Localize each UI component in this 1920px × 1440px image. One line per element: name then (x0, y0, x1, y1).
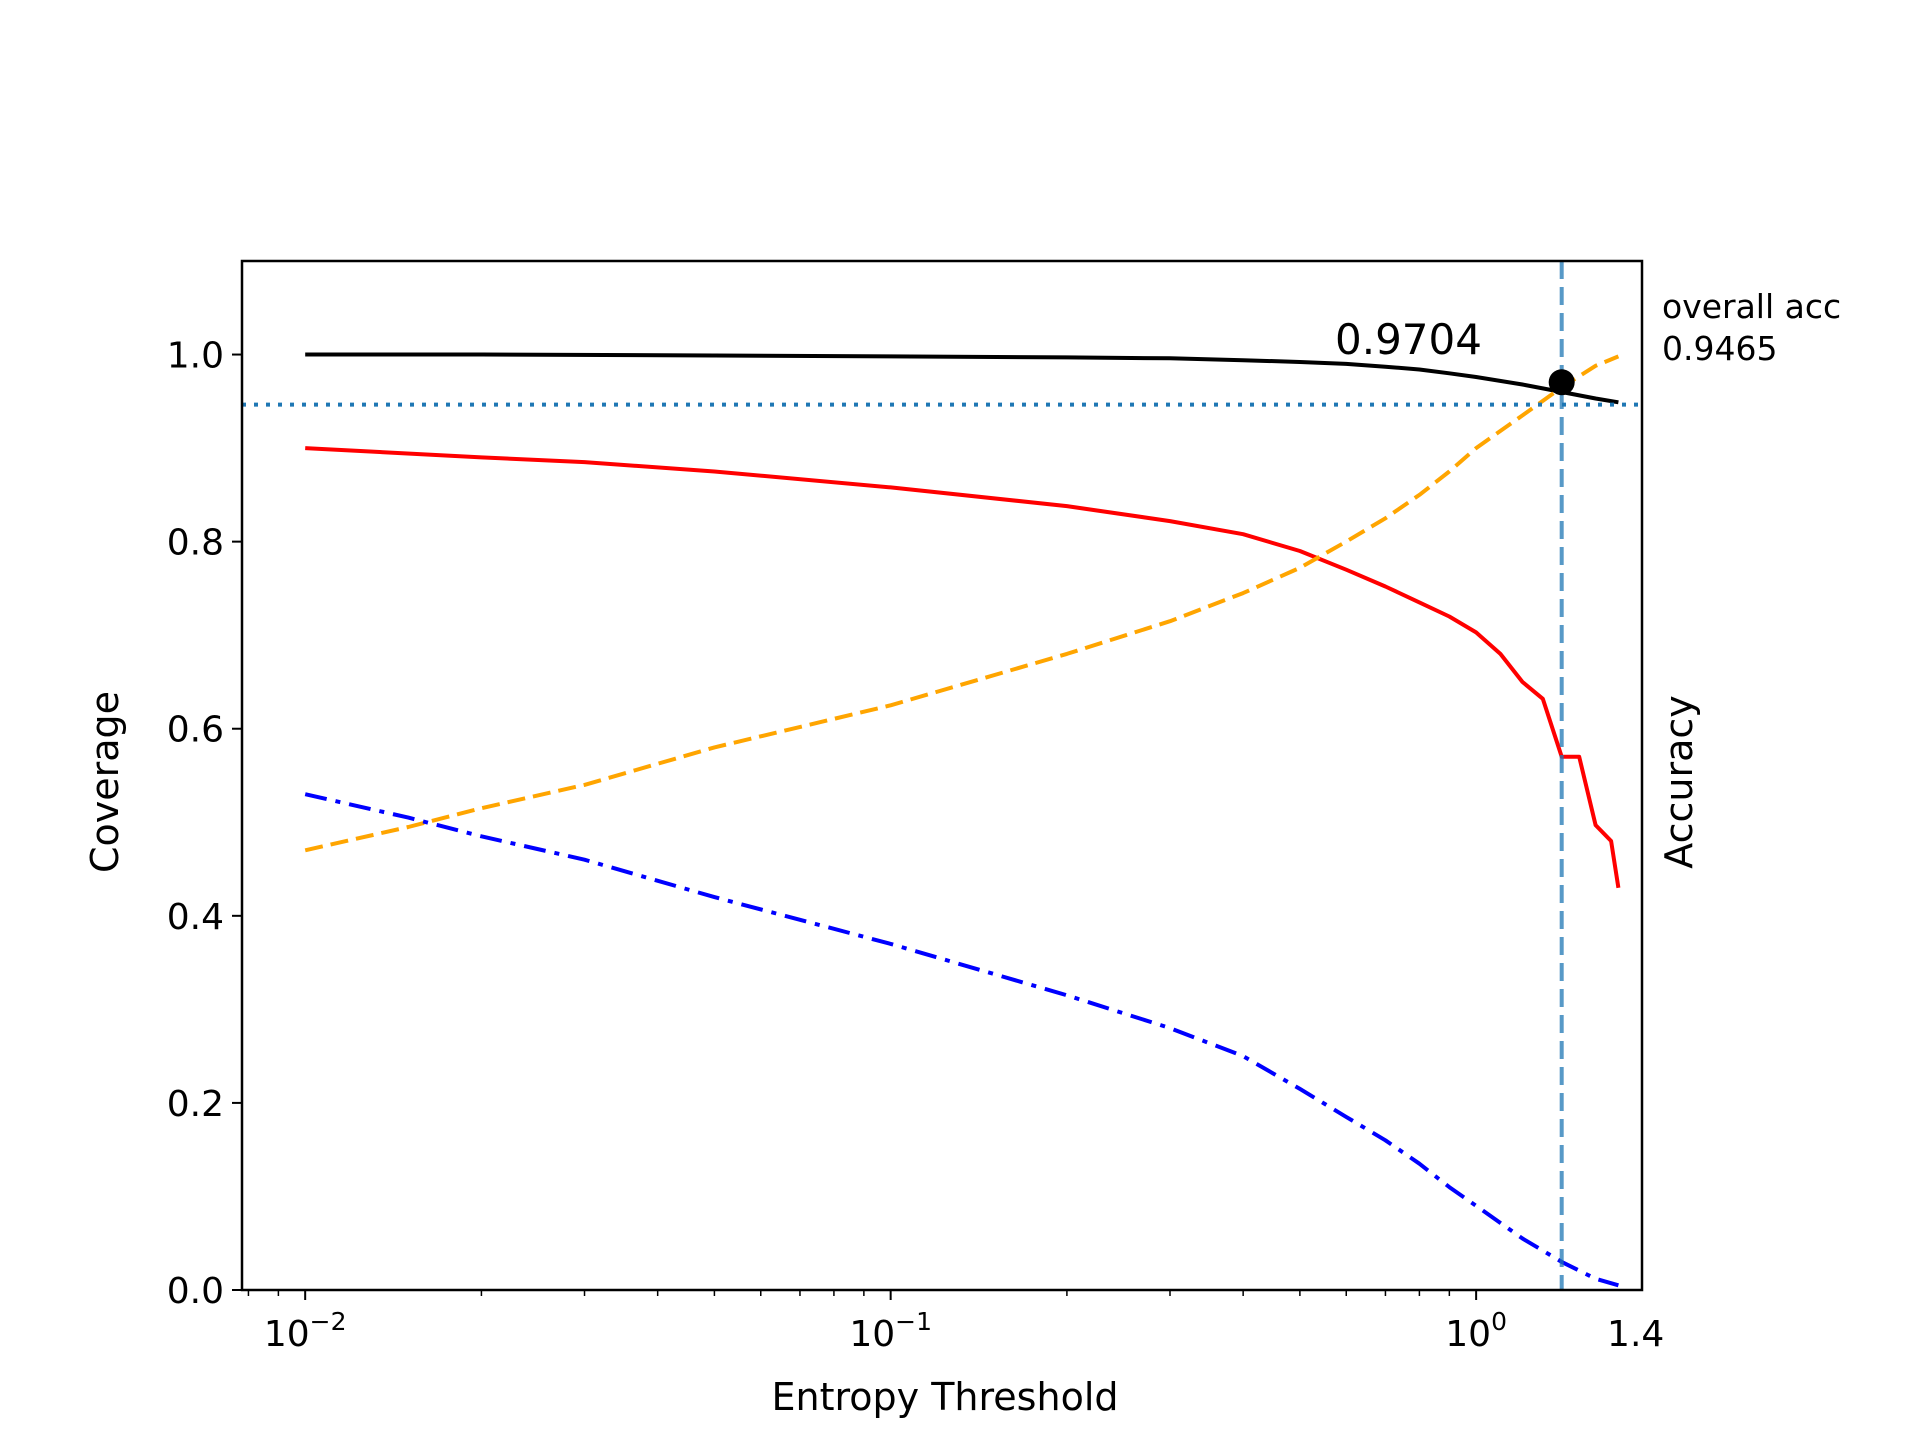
y-tick-label: 1.0 (167, 336, 224, 377)
x-tick-label-extra: 1.4 (1607, 1314, 1664, 1355)
series-line-series_orange (304, 354, 1620, 853)
y-tick-label: 0.6 (167, 710, 224, 751)
plot-frame (240, 259, 1644, 1292)
chart-labels: Entropy Threshold Coverage Accuracy over… (83, 287, 1841, 1419)
x-tick-label: 10−1 (849, 1307, 932, 1355)
axes: 0.0 0.2 0.4 0.6 0.8 1.0 10−2 10−1 100 1.4 (167, 259, 1664, 1355)
x-tick-label: 10−2 (264, 1307, 347, 1355)
overall-acc-label: overall acc (1662, 287, 1841, 326)
y-tick-label: 0.2 (167, 1084, 224, 1125)
marker-value-label: 0.9704 (1335, 315, 1482, 364)
y-axis-title: Coverage (83, 691, 127, 873)
y-tick-label: 0.0 (167, 1271, 224, 1312)
x-tick-label: 100 (1445, 1307, 1507, 1355)
series-line-accuracy_black (305, 352, 1619, 405)
x-axis-title: Entropy Threshold (772, 1375, 1119, 1419)
y-tick-label: 0.4 (167, 897, 224, 938)
y-tick-label: 0.8 (167, 523, 224, 564)
threshold-marker-point (1548, 369, 1575, 396)
series-line-series_red (305, 446, 1621, 889)
overall-acc-value: 0.9465 (1662, 329, 1777, 368)
series-line-series_blue (304, 792, 1619, 1288)
y-axis-title-right: Accuracy (1657, 695, 1701, 869)
plot-area (242, 261, 1642, 1290)
